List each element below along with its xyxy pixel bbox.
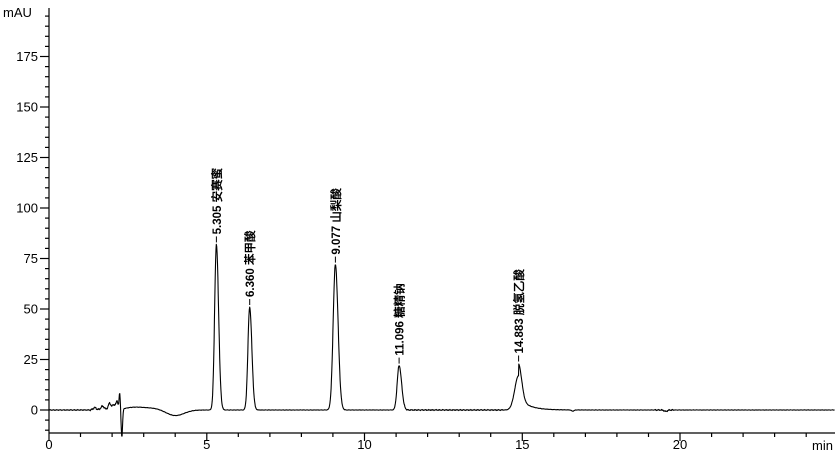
peak-label: 11.096 糖精钠 bbox=[393, 283, 407, 355]
y-tick-label: 50 bbox=[24, 302, 38, 317]
peak-label: 5.305 安赛蜜 bbox=[210, 167, 224, 234]
y-tick-label: 25 bbox=[24, 352, 38, 367]
x-tick-label: 20 bbox=[673, 437, 687, 452]
x-tick-label: 15 bbox=[515, 437, 529, 452]
x-tick-label: 10 bbox=[357, 437, 371, 452]
x-tick-label: 0 bbox=[45, 437, 52, 452]
y-tick-label: 125 bbox=[16, 150, 38, 165]
signal-trace bbox=[48, 243, 835, 437]
peak-labels: 5.305 安赛蜜 6.360 苯甲酸 9.077 山梨酸 11.096 糖精钠 14.… bbox=[210, 167, 526, 364]
y-tick-label: 175 bbox=[16, 49, 38, 64]
y-tick-label: 150 bbox=[16, 100, 38, 115]
peak-label: 6.360 苯甲酸 bbox=[243, 230, 257, 297]
y-tick-label: 75 bbox=[24, 251, 38, 266]
y-axis-unit-label: mAU bbox=[3, 5, 32, 20]
axes: 0 25 50 75 100 125 150 175 0 5 10 15 20 bbox=[16, 8, 835, 452]
y-tick-label: 0 bbox=[31, 403, 38, 418]
x-tick-label: 5 bbox=[203, 437, 210, 452]
trace-path bbox=[48, 243, 835, 437]
peak-label: 14.883 脱氢乙酸 bbox=[512, 269, 526, 354]
y-tick-label: 100 bbox=[16, 201, 38, 216]
peak-label: 9.077 山梨酸 bbox=[329, 188, 343, 255]
x-axis-unit-label: min bbox=[812, 438, 833, 453]
